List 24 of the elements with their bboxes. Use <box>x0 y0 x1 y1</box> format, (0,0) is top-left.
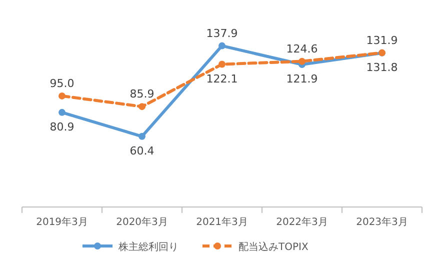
data-label: 131.8 <box>366 60 398 74</box>
data-label: 137.9 <box>206 26 238 40</box>
point <box>138 103 146 110</box>
x-tick-label: 2023年3月 <box>356 216 408 228</box>
data-label: 131.9 <box>366 34 398 47</box>
point <box>138 132 146 140</box>
point <box>298 58 306 65</box>
x-tick-label: 2021年3月 <box>196 216 248 228</box>
data-label: 121.9 <box>286 72 318 86</box>
data-label: 60.4 <box>130 144 154 158</box>
point <box>58 92 66 100</box>
legend-label: 配当込みTOPIX <box>238 241 308 253</box>
point <box>218 60 226 68</box>
data-label: 85.9 <box>130 88 154 101</box>
data-label: 124.6 <box>286 42 318 56</box>
data-label: 80.9 <box>50 120 74 134</box>
data-label: 95.0 <box>50 76 74 90</box>
x-tick-label: 2020年3月 <box>116 216 168 228</box>
legend-label: 株主総利回り <box>118 241 178 253</box>
point <box>58 108 66 116</box>
point <box>218 42 226 50</box>
x-tick-label: 2019年3月 <box>36 216 88 228</box>
x-tick-label: 2022年3月 <box>276 216 328 228</box>
data-label: 122.1 <box>206 72 238 86</box>
